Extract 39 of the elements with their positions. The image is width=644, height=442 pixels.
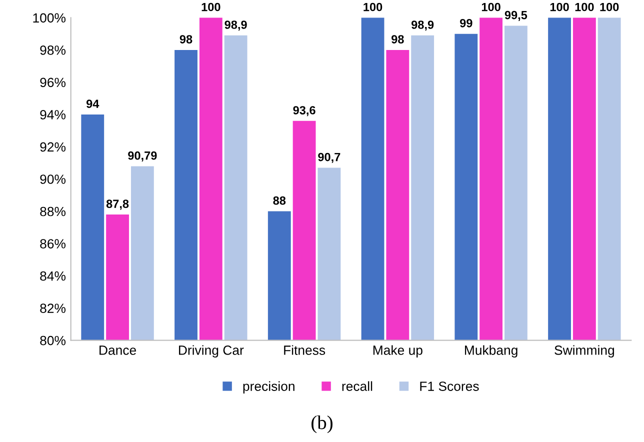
text: (b) [312, 416, 332, 434]
data-label: 98 [180, 35, 192, 44]
y-tick-label: 94% [40, 110, 66, 120]
y-tick-label: 100% [33, 13, 66, 23]
x-tick-label: Fitness [284, 345, 326, 355]
y-tick-label: 80% [40, 336, 66, 346]
data-label: 99 [460, 18, 472, 28]
x-tick-label: Driving Car [179, 345, 244, 358]
y-tick-label: 88% [40, 206, 66, 216]
data-label: 100 [482, 2, 500, 12]
data-label: 88 [273, 196, 286, 205]
y-tick-label: 84% [40, 271, 66, 281]
x-tick-label: Mukbang [464, 345, 518, 358]
y-tick-label: 82% [40, 304, 66, 313]
data-label: 98,9 [411, 20, 434, 31]
y-tick-label: 98% [40, 46, 66, 55]
data-label: 90,7 [318, 152, 340, 163]
data-label: 94 [86, 100, 100, 108]
x-tick-label: Dance [100, 346, 136, 355]
legend-label: precision [243, 381, 294, 394]
data-label: 100 [364, 2, 382, 12]
data-label: 98,9 [224, 20, 247, 31]
data-label: 100 [575, 2, 594, 12]
x-tick-label: Swimming [554, 345, 614, 358]
y-tick-label: 90% [40, 174, 66, 184]
data-label: 93,6 [293, 106, 316, 116]
legend-label: F1 Scores [420, 382, 479, 391]
data-label: 100 [550, 2, 569, 12]
data-label: 90,79 [128, 151, 157, 162]
y-tick-label: 96% [40, 78, 66, 88]
y-tick-label: 86% [40, 239, 66, 248]
data-label: 99,5 [504, 10, 528, 21]
data-label: 87,8 [106, 200, 129, 210]
legend-label: recall [342, 381, 372, 391]
x-tick-label: Make up [373, 345, 422, 358]
data-label: 100 [600, 2, 619, 12]
data-label: 98 [392, 35, 404, 44]
y-tick-label: 92% [40, 142, 66, 152]
data-label: 100 [202, 2, 220, 12]
